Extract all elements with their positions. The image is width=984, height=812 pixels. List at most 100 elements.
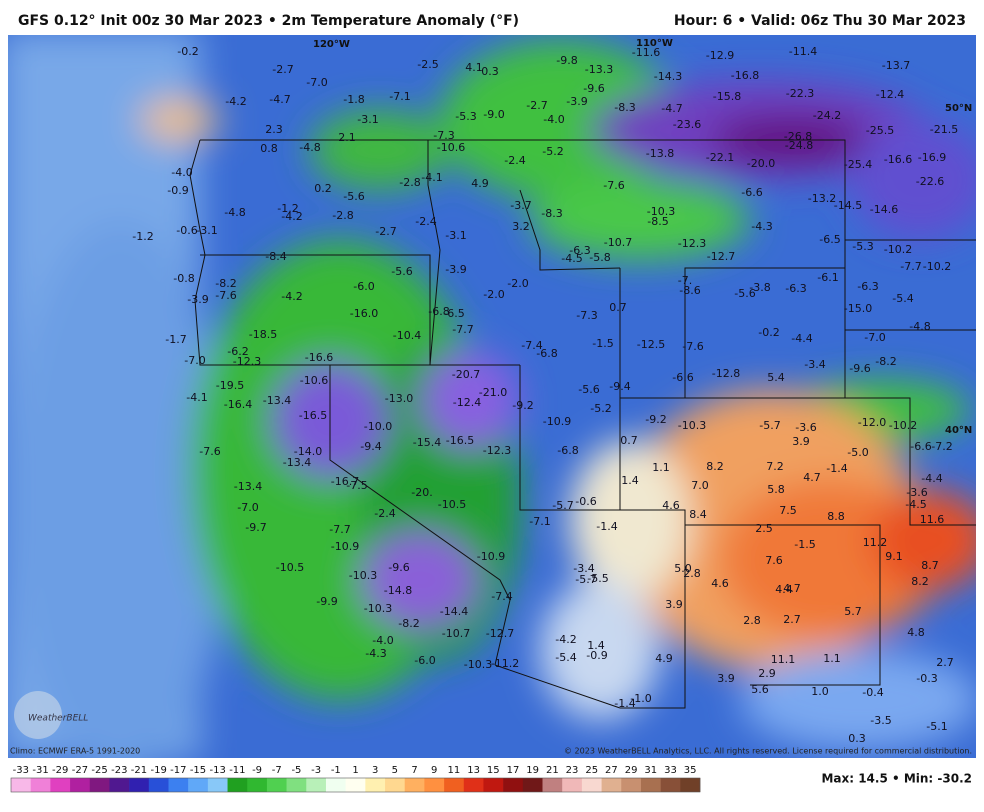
anomaly-label: -6.3 bbox=[569, 244, 590, 257]
anomaly-label: -8.2 bbox=[215, 277, 236, 290]
latitude-label: 40°N bbox=[945, 425, 972, 436]
colorbar-swatch bbox=[168, 778, 189, 792]
anomaly-label: -5.7 bbox=[759, 419, 780, 432]
anomaly-label: 8.2 bbox=[911, 575, 929, 588]
colorbar-swatch bbox=[306, 778, 327, 792]
anomaly-label: -16.0 bbox=[350, 307, 378, 320]
colorbar-swatch bbox=[660, 778, 681, 792]
anomaly-label: 4.4 bbox=[775, 583, 793, 596]
anomaly-label: 1.0 bbox=[811, 685, 829, 698]
anomaly-label: -8.4 bbox=[265, 250, 286, 263]
anomaly-label: -1.7 bbox=[165, 333, 186, 346]
anomaly-label: 3.9 bbox=[665, 598, 683, 611]
anomaly-label: -12.3 bbox=[233, 355, 261, 368]
anomaly-label: -7.0 bbox=[864, 331, 885, 344]
colorbar-label: -15 bbox=[190, 765, 206, 776]
anomaly-label: -7.2 bbox=[931, 440, 952, 453]
anomaly-label: -6.0 bbox=[353, 280, 374, 293]
anomaly-label: -12.3 bbox=[483, 444, 511, 457]
anomaly-label: 5.8 bbox=[767, 483, 785, 496]
colorbar-swatch bbox=[89, 778, 110, 792]
anomaly-label: -9.9 bbox=[316, 595, 337, 608]
anomaly-label: -2.4 bbox=[504, 154, 525, 167]
anomaly-label: -3.4 bbox=[573, 562, 594, 575]
anomaly-label: -12.3 bbox=[678, 237, 706, 250]
anomaly-label: -9.4 bbox=[609, 380, 630, 393]
anomaly-label: -0.8 bbox=[173, 272, 194, 285]
anomaly-label: -7.3 bbox=[433, 129, 454, 142]
anomaly-label: -11.6 bbox=[632, 46, 660, 59]
anomaly-label: -3.5 bbox=[870, 714, 891, 727]
anomaly-label: 0.3 bbox=[481, 65, 499, 78]
colorbar-swatch bbox=[188, 778, 209, 792]
anomaly-label: -10.3 bbox=[364, 602, 392, 615]
anomaly-label: 8.4 bbox=[689, 508, 707, 521]
anomaly-label: 1.1 bbox=[823, 652, 841, 665]
anomaly-label: -10.2 bbox=[923, 260, 951, 273]
anomaly-label: -12.4 bbox=[453, 396, 481, 409]
anomaly-label: -10.4 bbox=[393, 329, 421, 342]
anomaly-label: -2.5 bbox=[417, 58, 438, 71]
anomaly-label: 1.4 bbox=[587, 639, 605, 652]
anomaly-label: -6.2 bbox=[227, 345, 248, 358]
anomaly-label: -0.6 bbox=[575, 495, 596, 508]
colorbar-label: 19 bbox=[526, 765, 539, 776]
anomaly-label: -11.4 bbox=[789, 45, 817, 58]
anomaly-label: 2.8 bbox=[683, 567, 701, 580]
anomaly-label: -5.6 bbox=[391, 265, 412, 278]
anomaly-label: -6.6 bbox=[910, 440, 931, 453]
anomaly-label: -9.7 bbox=[245, 521, 266, 534]
anomaly-label: -7.6 bbox=[682, 340, 703, 353]
anomaly-label: -25.4 bbox=[844, 158, 872, 171]
anomaly-label: -14.5 bbox=[834, 199, 862, 212]
anomaly-label: -3.9 bbox=[566, 95, 587, 108]
colorbar-swatch bbox=[562, 778, 583, 792]
anomaly-label: 5.4 bbox=[767, 371, 785, 384]
anomaly-label: -13.2 bbox=[808, 192, 836, 205]
anomaly-label: -12.0 bbox=[858, 416, 886, 429]
anomaly-label: -0.3 bbox=[916, 672, 937, 685]
anomaly-label: -4.3 bbox=[365, 647, 386, 660]
anomaly-label: 0.7 bbox=[620, 434, 638, 447]
anomaly-label: -13.8 bbox=[646, 147, 674, 160]
anomaly-label: 4.1 bbox=[465, 61, 483, 74]
longitude-label: 120°W bbox=[313, 39, 350, 50]
anomaly-label: -13.4 bbox=[263, 394, 291, 407]
anomaly-label: 11.2 bbox=[863, 536, 888, 549]
colorbar-swatch bbox=[207, 778, 228, 792]
anomaly-label: -16.7 bbox=[331, 475, 359, 488]
anomaly-label: -0.9 bbox=[586, 649, 607, 662]
colorbar-label: -3 bbox=[311, 765, 321, 776]
colorbar-swatch bbox=[444, 778, 465, 792]
anomaly-label: -5.1 bbox=[926, 720, 947, 733]
anomaly-label: -3.9 bbox=[445, 263, 466, 276]
anomaly-label: -5.5 bbox=[587, 572, 608, 585]
map-labels: -0.2-2.7-7.0-4.2 -4.7 -1.8 -7.1-2.5 4.10.3-9… bbox=[132, 45, 958, 745]
anomaly-label: -16.8 bbox=[731, 69, 759, 82]
anomaly-label: -4.4 bbox=[921, 472, 942, 485]
colorbar-label: -23 bbox=[111, 765, 127, 776]
colorbar-swatch bbox=[30, 778, 51, 792]
colorbar-swatch bbox=[522, 778, 543, 792]
anomaly-label: -25.5 bbox=[866, 124, 894, 137]
anomaly-label: -1.4 bbox=[614, 697, 635, 710]
anomaly-label: -14.8 bbox=[384, 584, 412, 597]
anomaly-label: -21.0 bbox=[479, 386, 507, 399]
anomaly-label: -0.4 bbox=[862, 686, 883, 699]
anomaly-label: 0.2 bbox=[314, 182, 332, 195]
anomaly-label: -16.5 bbox=[299, 409, 327, 422]
anomaly-label: -4.5 bbox=[905, 498, 926, 511]
colorbar-label: -7 bbox=[272, 765, 282, 776]
anomaly-label: -0.2 bbox=[758, 326, 779, 339]
anomaly-label: -12.7 bbox=[486, 627, 514, 640]
anomaly-label: -7.5 bbox=[346, 479, 367, 492]
anomaly-label: -10.9 bbox=[477, 550, 505, 563]
colorbar-label: -29 bbox=[52, 765, 68, 776]
colorbar: -33 -31 -29 -27 -25 -23 -21 -19 -17 -15 -13 -11 -9 -7… bbox=[10, 765, 701, 793]
colorbar-label: 21 bbox=[546, 765, 559, 776]
climo-note: Climo: ECMWF ERA-5 1991-2020 bbox=[10, 747, 140, 756]
anomaly-label: -0.6 bbox=[176, 224, 197, 237]
colorbar-label: 23 bbox=[566, 765, 579, 776]
anomaly-label: -13.4 bbox=[283, 456, 311, 469]
anomaly-label: 3.9 bbox=[792, 435, 810, 448]
